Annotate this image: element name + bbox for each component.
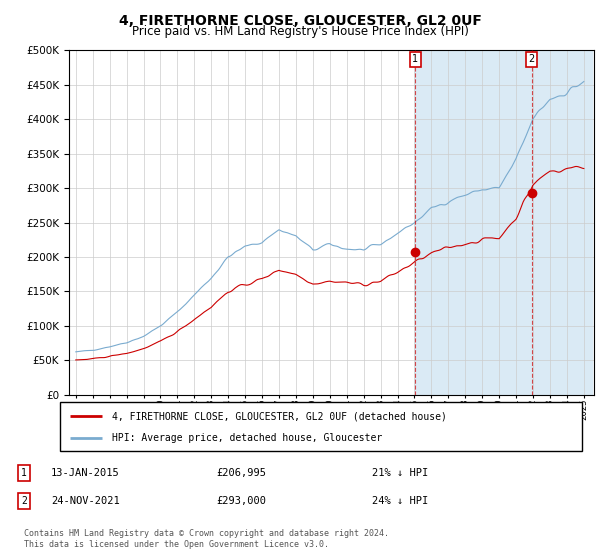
Text: 13-JAN-2015: 13-JAN-2015: [51, 468, 120, 478]
Text: £293,000: £293,000: [216, 496, 266, 506]
Text: 24-NOV-2021: 24-NOV-2021: [51, 496, 120, 506]
Text: HPI: Average price, detached house, Gloucester: HPI: Average price, detached house, Glou…: [112, 433, 382, 444]
Text: 1: 1: [21, 468, 27, 478]
Bar: [415, 50, 592, 395]
Text: 4, FIRETHORNE CLOSE, GLOUCESTER, GL2 0UF: 4, FIRETHORNE CLOSE, GLOUCESTER, GL2 0UF: [119, 14, 481, 28]
Text: Contains HM Land Registry data © Crown copyright and database right 2024.
This d: Contains HM Land Registry data © Crown c…: [24, 529, 389, 549]
Text: 24% ↓ HPI: 24% ↓ HPI: [372, 496, 428, 506]
Text: 2: 2: [529, 54, 535, 64]
Text: 2: 2: [21, 496, 27, 506]
Text: 1: 1: [412, 54, 418, 64]
Text: 21% ↓ HPI: 21% ↓ HPI: [372, 468, 428, 478]
Text: £206,995: £206,995: [216, 468, 266, 478]
Text: Price paid vs. HM Land Registry's House Price Index (HPI): Price paid vs. HM Land Registry's House …: [131, 25, 469, 38]
Text: 4, FIRETHORNE CLOSE, GLOUCESTER, GL2 0UF (detached house): 4, FIRETHORNE CLOSE, GLOUCESTER, GL2 0UF…: [112, 411, 447, 421]
